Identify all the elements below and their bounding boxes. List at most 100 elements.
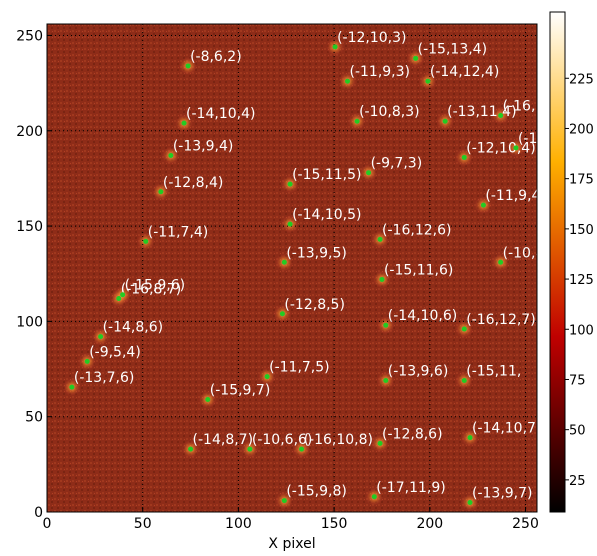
plot-area: (-12,10,3) (-15,13,4) (-8,6,2) (-11,9,3) (-1… [47,24,545,512]
spot-label: (-12,10,4) [466,140,535,156]
y-tick-label: 200 [16,124,43,140]
spot-marker [371,494,377,500]
axes-frame [46,23,538,513]
spot-label: (-12,8,6) [382,426,443,442]
spot-marker [98,334,104,340]
spot-label: (-1 [518,131,537,147]
spot-marker [480,202,486,208]
spot-label: (-16,12,7) [466,312,535,328]
spot-label: (-13,7,6) [74,370,135,386]
spot-marker [116,296,122,301]
spot-marker [345,78,351,84]
spot-label: (-13,9,6) [388,363,449,379]
spot-label: (-15,13,4) [418,41,487,57]
spot-marker [84,358,90,364]
spot-marker [281,259,287,265]
spot-marker [442,118,448,124]
spot-marker [332,44,338,50]
spot-marker [188,446,194,452]
x-tick-label: 100 [225,516,252,532]
spot-label: (-14,10,7 [472,421,536,437]
colorbar-tick-label: 150 [569,223,594,238]
spot-label: (-16,12,6) [382,222,451,238]
spot-marker [281,498,287,504]
spot-marker [287,181,293,187]
spot-marker [498,113,504,118]
spot-marker [461,154,467,160]
spot-label: (-15,9,7) [210,383,271,399]
spot-marker [181,120,187,126]
spot-marker [467,435,473,441]
spot-label: (-8,6,2) [190,49,242,65]
spot-marker [383,377,389,383]
spot-label: (-11,7,5) [269,360,330,376]
y-tick-label: 50 [25,410,43,426]
spot-marker [467,499,473,505]
spot-marker [425,78,431,84]
colorbar-tick-label: 200 [569,122,594,137]
spot-label: (-10,8,3) [359,104,420,120]
spot-label: (-14,10,6) [388,308,457,324]
spot-label: (-16,1 [503,99,545,115]
colorbar-tick-label: 75 [569,373,586,388]
x-tick-label: 50 [134,516,152,532]
x-tick-label: 250 [512,516,539,532]
x-tick-label: 200 [416,516,443,532]
colorbar-tick-label: 225 [569,72,594,87]
x-tick-label: 150 [321,516,348,532]
spot-label: (-11,7,4) [148,224,209,240]
spot-marker [185,63,191,69]
spot-label: (-15,11, [466,363,521,379]
spot-label: (-14,12,4) [430,64,499,80]
y-tick-label: 100 [16,314,43,330]
spot-marker [120,292,126,298]
colorbar-tick-label: 125 [569,273,594,288]
spot-label: (-15,11,6) [384,262,453,278]
image-background [47,24,537,512]
spot-marker [287,221,293,227]
y-tick-label: 0 [34,505,43,521]
x-axis-label: X pixel [268,536,315,552]
spot-marker [205,397,211,403]
y-tick-label: 250 [16,28,43,44]
spot-label: (-11,9,3) [350,64,411,80]
spot-label: (-16,8,7) [121,282,182,298]
spot-marker [168,153,174,159]
spot-marker [69,384,75,390]
spot-label: (-16,10,8) [304,432,373,448]
colorbar-tick-label: 100 [569,323,594,338]
spot-marker [461,326,467,332]
spot-marker [264,374,270,380]
spot-label: (-9,7,3) [371,156,423,172]
spot-label: (-14,10,4) [186,106,255,122]
spot-marker [498,259,504,265]
spot-label: (-13,9,5) [286,245,347,261]
spot-label: (-14,10,5) [292,207,361,223]
spot-label: (-15,11,5) [292,167,361,183]
spot-marker [279,311,285,317]
colorbar [549,11,566,513]
spot-label: (-11,9,4 [485,188,540,204]
spot-label: (-10,6,6) [252,432,313,448]
spot-marker [158,189,164,195]
spot-label: (-9,5,4) [89,344,141,360]
spot-label: (-12,8,4) [163,175,224,191]
spot-label: (-14,8,7) [193,432,254,448]
spot-marker [383,322,389,328]
spot-marker [354,118,360,124]
spot-label: (-13,9,7) [472,485,533,501]
spot-label: (-12,10,3) [337,30,406,46]
colorbar-tick-label: 25 [569,474,586,489]
spot-marker [461,377,467,383]
spot-label: (-17,11,9) [376,480,445,496]
colorbar-tick-label: 175 [569,173,594,188]
spot-label: (-14,8,6) [103,320,164,336]
spot-marker [366,170,372,176]
spot-marker [247,446,253,452]
x-tick-label: 0 [43,516,52,532]
spot-marker [377,236,383,242]
spot-marker [379,276,385,282]
spot-marker [299,446,305,452]
spot-marker [513,145,519,151]
